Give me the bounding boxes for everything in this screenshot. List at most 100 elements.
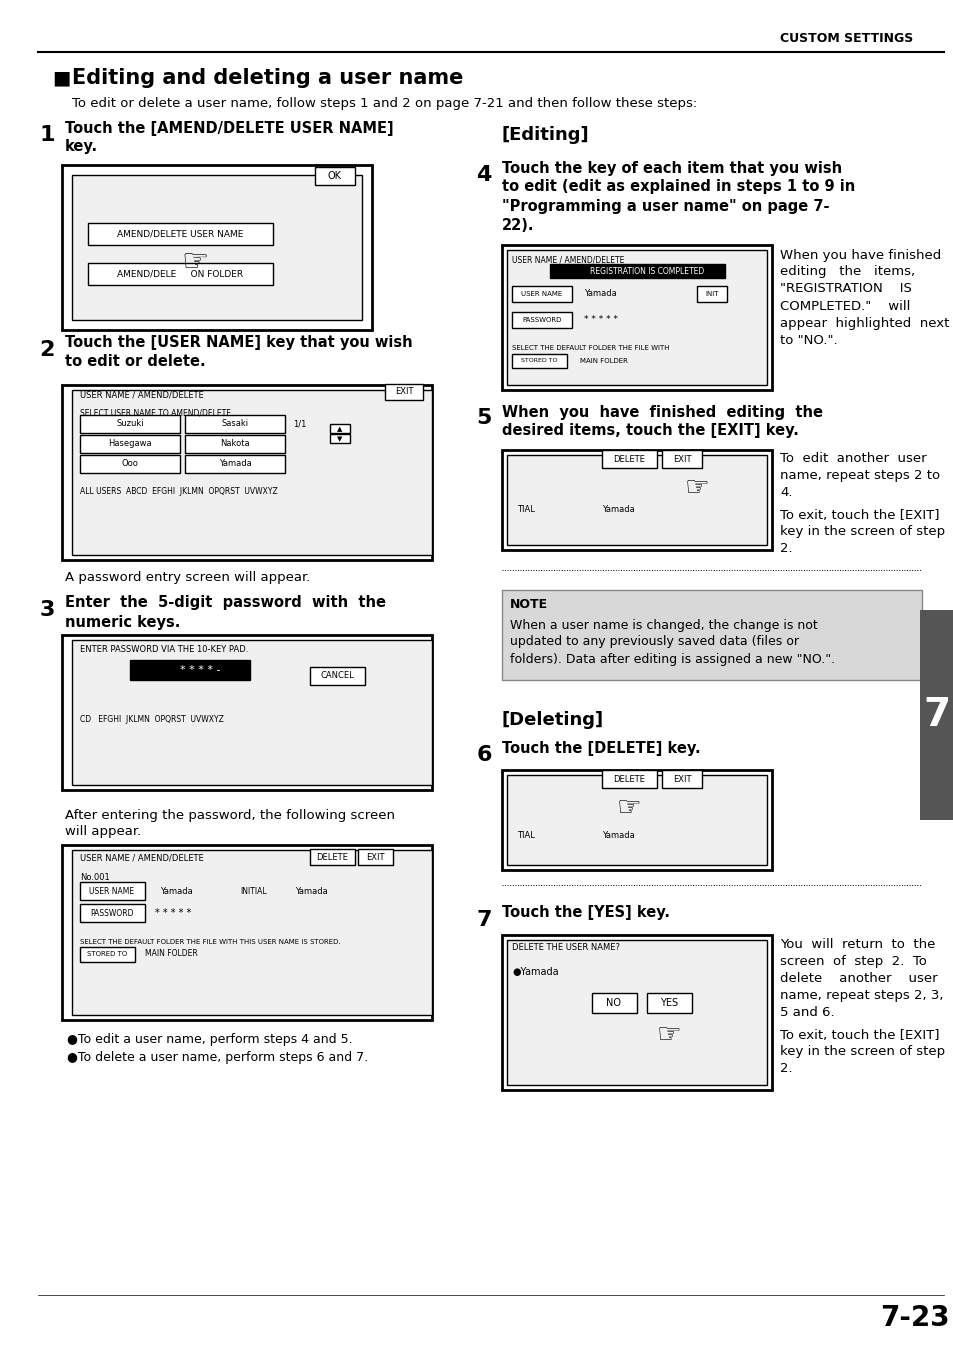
Text: * * * * *: * * * * *	[154, 908, 191, 917]
Text: EXIT: EXIT	[395, 388, 413, 396]
Bar	[646, 993, 691, 1013]
Text: NOTE: NOTE	[510, 598, 548, 612]
Bar	[62, 165, 372, 330]
Text: "Programming a user name" on page 7-: "Programming a user name" on page 7-	[501, 199, 828, 213]
Text: To exit, touch the [EXIT]: To exit, touch the [EXIT]	[780, 508, 939, 521]
Text: To  edit  another  user: To edit another user	[780, 451, 925, 465]
Bar	[185, 455, 285, 473]
Text: 1: 1	[39, 126, 54, 145]
Text: Touch the key of each item that you wish: Touch the key of each item that you wish	[501, 161, 841, 176]
Bar	[71, 176, 361, 320]
Bar	[357, 848, 393, 865]
Text: STORED TO: STORED TO	[87, 951, 127, 957]
Text: DELETE: DELETE	[613, 774, 644, 784]
Text: [Editing]: [Editing]	[501, 126, 589, 145]
Bar	[314, 168, 355, 185]
Text: 7: 7	[923, 696, 949, 734]
Bar	[330, 434, 350, 443]
Text: name, repeat steps 2, 3,: name, repeat steps 2, 3,	[780, 989, 943, 1002]
Bar	[506, 250, 766, 385]
Text: Editing and deleting a user name: Editing and deleting a user name	[71, 68, 463, 88]
Text: AMEND/DELETE USER NAME: AMEND/DELETE USER NAME	[116, 230, 243, 239]
Text: OK: OK	[328, 172, 341, 181]
Bar	[71, 640, 432, 785]
Text: EXIT: EXIT	[672, 454, 691, 463]
Text: CD   EFGHI  JKLMN  OPQRST  UVWXYZ: CD EFGHI JKLMN OPQRST UVWXYZ	[80, 716, 224, 724]
Text: numeric keys.: numeric keys.	[65, 615, 180, 630]
Text: ●To edit a user name, perform steps 4 and 5.: ●To edit a user name, perform steps 4 an…	[67, 1034, 353, 1047]
Text: delete    another    user: delete another user	[780, 973, 937, 985]
Text: ☞: ☞	[656, 1021, 680, 1048]
Text: to edit (edit as explained in steps 1 to 9 in: to edit (edit as explained in steps 1 to…	[501, 180, 854, 195]
Text: ●Yamada: ●Yamada	[512, 967, 558, 977]
Bar	[88, 223, 273, 245]
Text: 2.: 2.	[780, 543, 792, 555]
Text: MAIN FOLDER: MAIN FOLDER	[145, 950, 197, 958]
Text: REGISTRATION IS COMPLETED: REGISTRATION IS COMPLETED	[589, 266, 703, 276]
Text: USER NAME / AMEND/DELETE: USER NAME / AMEND/DELETE	[80, 390, 204, 400]
Bar	[512, 354, 566, 367]
Text: to "NO.".: to "NO.".	[780, 334, 837, 346]
Text: ▼: ▼	[337, 436, 342, 442]
Text: [Deleting]: [Deleting]	[501, 711, 603, 730]
Text: EXIT: EXIT	[672, 774, 691, 784]
Bar	[501, 935, 771, 1090]
Text: appear  highlighted  next: appear highlighted next	[780, 316, 948, 330]
Bar	[512, 286, 572, 303]
Text: name, repeat steps 2 to: name, repeat steps 2 to	[780, 469, 939, 481]
Text: 1/1: 1/1	[293, 420, 306, 428]
Text: No.001: No.001	[554, 267, 578, 274]
Bar	[62, 844, 432, 1020]
Text: AMEND/DELE     ON FOLDER: AMEND/DELE ON FOLDER	[117, 269, 243, 278]
Bar	[506, 775, 766, 865]
Text: ALL USERS  ABCD  EFGHI  JKLMN  OPQRST  UVWXYZ: ALL USERS ABCD EFGHI JKLMN OPQRST UVWXYZ	[80, 488, 277, 497]
Text: To edit or delete a user name, follow steps 1 and 2 on page 7-21 and then follow: To edit or delete a user name, follow st…	[71, 96, 697, 109]
Text: DELETE: DELETE	[613, 454, 644, 463]
Text: COMPLETED."    will: COMPLETED." will	[780, 300, 909, 312]
Text: Yamada: Yamada	[294, 886, 328, 896]
Text: 2.: 2.	[780, 1062, 792, 1075]
Bar	[919, 611, 953, 820]
Text: Yamada: Yamada	[583, 289, 616, 299]
Text: To exit, touch the [EXIT]: To exit, touch the [EXIT]	[780, 1028, 939, 1042]
Text: ☞: ☞	[684, 474, 709, 503]
Text: ▲: ▲	[337, 426, 342, 432]
Text: 4: 4	[476, 165, 491, 185]
Text: key.: key.	[65, 139, 98, 154]
Text: Touch the [YES] key.: Touch the [YES] key.	[501, 905, 669, 920]
Bar	[130, 661, 250, 680]
Text: 7-23: 7-23	[879, 1304, 948, 1332]
Text: Touch the [AMEND/DELETE USER NAME]: Touch the [AMEND/DELETE USER NAME]	[65, 120, 394, 135]
Text: MAIN FOLDER: MAIN FOLDER	[579, 358, 627, 363]
Text: PASSWORD: PASSWORD	[91, 908, 133, 917]
Text: INITIAL: INITIAL	[240, 886, 266, 896]
Text: USER NAME: USER NAME	[90, 886, 134, 896]
Bar	[330, 424, 350, 434]
Text: * * * * *: * * * * *	[583, 316, 618, 324]
Bar	[80, 415, 180, 434]
Text: No.001: No.001	[80, 874, 110, 882]
Text: A password entry screen will appear.: A password entry screen will appear.	[65, 571, 310, 585]
Text: DELETE THE USER NAME?: DELETE THE USER NAME?	[512, 943, 619, 951]
Bar	[661, 770, 701, 788]
Text: ■: ■	[52, 69, 71, 88]
Text: key in the screen of step: key in the screen of step	[780, 526, 944, 539]
Text: SELECT THE DEFAULT FOLDER THE FILE WITH: SELECT THE DEFAULT FOLDER THE FILE WITH	[512, 345, 669, 351]
Bar	[385, 384, 422, 400]
Text: Touch the [DELETE] key.: Touch the [DELETE] key.	[501, 740, 700, 755]
Text: When a user name is changed, the change is not: When a user name is changed, the change …	[510, 619, 817, 631]
Text: 2: 2	[39, 340, 54, 359]
Text: DELETE: DELETE	[315, 852, 348, 862]
Bar	[697, 286, 726, 303]
Text: PASSWORD: PASSWORD	[521, 317, 561, 323]
Bar	[506, 455, 766, 544]
Text: When  you  have  finished  editing  the: When you have finished editing the	[501, 404, 822, 420]
Bar	[185, 415, 285, 434]
Bar	[512, 312, 572, 328]
Bar	[501, 245, 771, 390]
Text: Yamada: Yamada	[218, 459, 251, 469]
Text: 4.: 4.	[780, 485, 792, 499]
Bar	[80, 455, 180, 473]
Text: ☞: ☞	[181, 249, 209, 277]
Bar	[506, 940, 766, 1085]
